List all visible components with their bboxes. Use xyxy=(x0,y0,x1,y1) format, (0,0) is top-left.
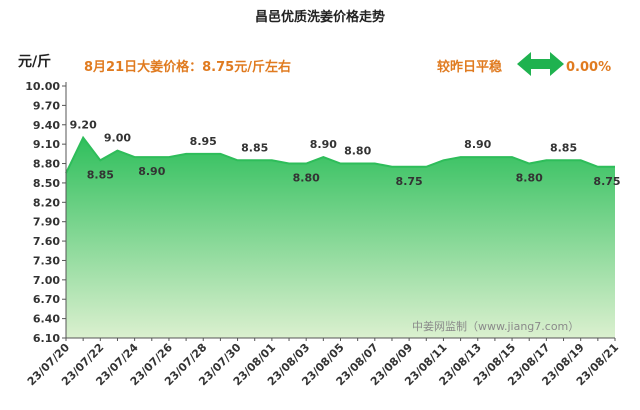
area-layer xyxy=(65,135,615,338)
y-axis: 6.10 6.40 6.70 7.00 7.30 7.60 7.90 8.20 8.50 8.80… xyxy=(25,80,67,345)
data-label: 9.20 xyxy=(70,119,97,132)
data-label: 8.80 xyxy=(516,172,543,185)
data-labels: 9.20 8.85 9.00 8.90 8.95 8.85 8.80 8.90 8.80 8.75… xyxy=(70,119,621,188)
data-label: 8.90 xyxy=(464,138,491,151)
y-tick-label: 6.10 xyxy=(33,332,60,345)
price-area xyxy=(66,137,615,338)
y-tick-label: 7.90 xyxy=(33,216,60,229)
watermark: 中姜网监制（www.jiang7.com） xyxy=(412,319,579,333)
data-label: 8.75 xyxy=(593,175,620,188)
y-axis-unit: 元/斤 xyxy=(18,53,51,70)
data-label: 9.00 xyxy=(104,132,131,145)
y-tick-label: 8.50 xyxy=(33,177,60,190)
y-tick-label: 9.40 xyxy=(33,119,60,132)
data-label: 8.75 xyxy=(396,175,423,188)
x-axis: 23/07/2023/07/2223/07/2423/07/2623/07/28… xyxy=(25,337,621,388)
data-label: 8.80 xyxy=(293,172,320,185)
y-tick-label: 6.40 xyxy=(33,313,60,326)
change-annotation: 较昨日平稳 0.00% xyxy=(437,52,611,76)
y-tick-label: 7.60 xyxy=(33,235,60,248)
y-tick-label: 7.00 xyxy=(33,274,60,287)
y-tick-label: 8.80 xyxy=(33,158,60,171)
y-tick-label: 9.70 xyxy=(33,99,60,112)
chart-title: 昌邑优质洗姜价格走势 xyxy=(255,9,385,25)
price-line xyxy=(65,135,615,174)
y-tick-label: 9.10 xyxy=(33,138,60,151)
data-label: 8.90 xyxy=(310,138,337,151)
data-label: 8.80 xyxy=(344,145,371,158)
data-label: 8.85 xyxy=(550,141,577,154)
data-label: 8.90 xyxy=(138,165,165,178)
y-tick-label: 8.20 xyxy=(33,196,60,209)
price-annotation: 8月21日大姜价格：8.75元/斤左右 xyxy=(84,59,291,75)
double-arrow-icon xyxy=(517,52,564,76)
y-tick-label: 10.00 xyxy=(25,80,60,93)
y-tick-label: 7.30 xyxy=(33,254,60,267)
data-label: 8.85 xyxy=(87,168,114,181)
data-label: 8.95 xyxy=(190,135,217,148)
data-label: 8.85 xyxy=(241,141,268,154)
y-tick-label: 6.70 xyxy=(33,293,60,306)
change-value: 0.00% xyxy=(566,60,611,75)
change-label: 较昨日平稳 xyxy=(437,59,502,75)
